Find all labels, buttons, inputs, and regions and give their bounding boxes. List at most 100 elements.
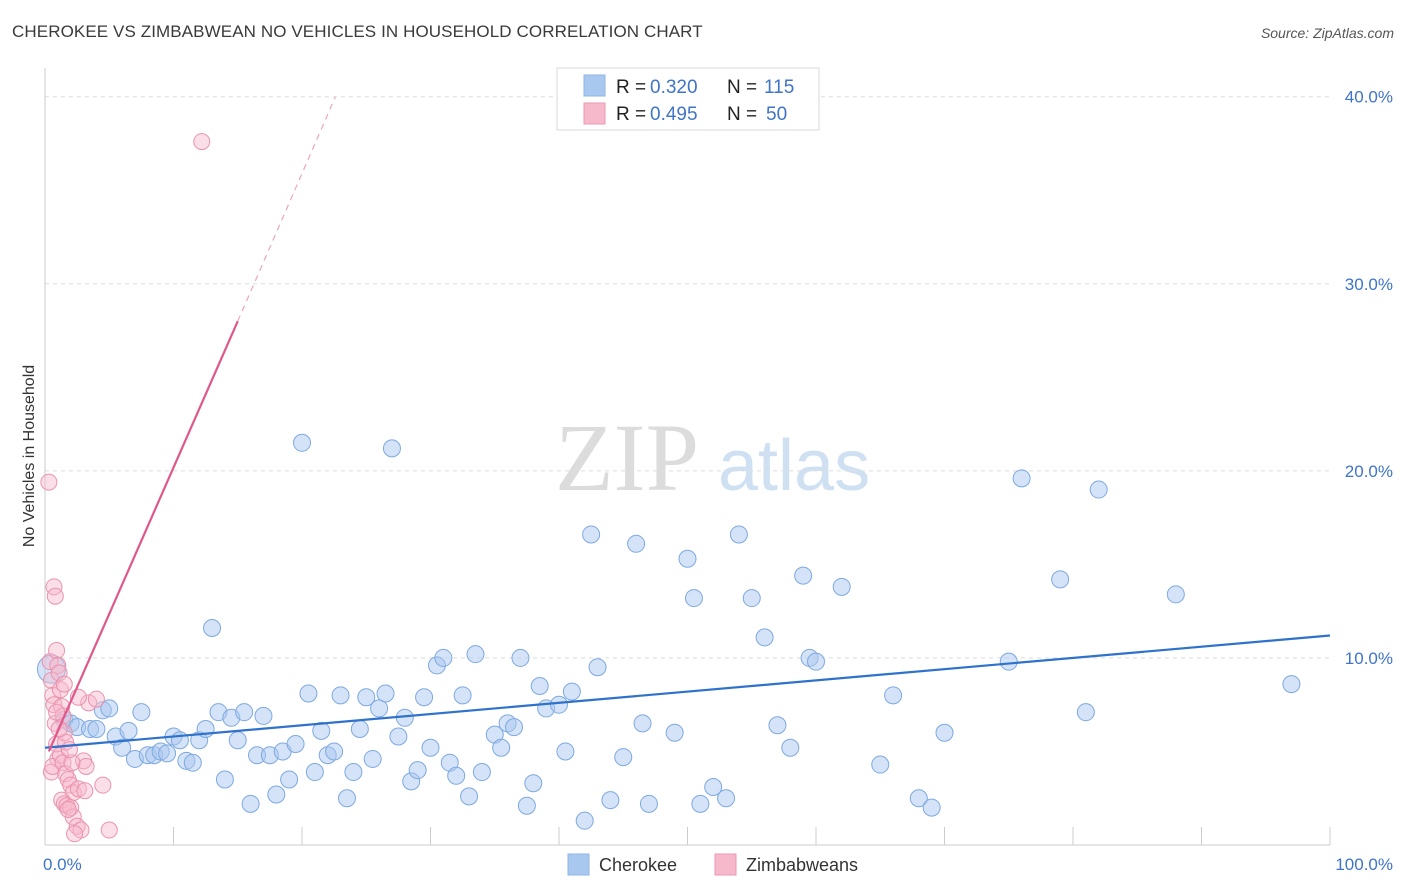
cherokee-point-109 — [1076, 703, 1095, 722]
cherokee-point-108 — [1051, 570, 1070, 589]
x-tick-label-1: 100.0% — [1335, 855, 1393, 874]
legend-r-label-1: R = — [616, 77, 646, 98]
legend-swatch-zimbabweans — [583, 102, 606, 125]
cherokee-point-97 — [794, 566, 813, 585]
zimbabweans-point-36 — [87, 690, 105, 708]
cherokee-point-95 — [768, 716, 787, 735]
cherokee-point-52 — [389, 727, 408, 746]
cherokee-point-112 — [1282, 675, 1301, 694]
cherokee-point-73 — [530, 676, 549, 695]
cherokee-point-62 — [453, 686, 472, 705]
watermark-atlas: atlas — [718, 426, 870, 506]
cherokee-point-10 — [119, 721, 138, 740]
zimbabweans-point-12 — [48, 641, 66, 659]
x-tick-labels: 0.0% 100.0% — [43, 855, 1393, 874]
legend-n-value-2: 50 — [766, 104, 787, 125]
cherokee-point-49 — [370, 699, 389, 718]
legend-swatch-cherokee — [583, 74, 606, 97]
zimbabweans-point-46 — [59, 800, 77, 818]
source-label: Source: ZipAtlas.com — [1260, 25, 1394, 41]
cherokee-point-39 — [305, 763, 324, 782]
cherokee-point-31 — [254, 706, 273, 725]
grid-lines — [45, 96, 1330, 659]
zimbabweans-point-0 — [40, 473, 58, 491]
legend-n-value-1: 115 — [764, 77, 794, 98]
cherokee-point-106 — [999, 652, 1018, 671]
cherokee-point-103 — [909, 789, 928, 808]
zimbabweans-point-39 — [69, 780, 87, 798]
cherokee-point-70 — [511, 648, 530, 667]
cherokee-point-107 — [1012, 469, 1031, 488]
legend-n-label-2: N = — [727, 104, 757, 125]
cherokee-points — [36, 433, 1301, 830]
cherokee-point-100 — [832, 577, 851, 596]
bottom-legend-swatch-cherokee — [567, 853, 590, 876]
cherokee-point-12 — [132, 703, 151, 722]
bottom-legend: Cherokee Zimbabweans — [567, 853, 858, 876]
y-tick-labels: 10.0% 20.0% 30.0% 40.0% — [1345, 88, 1393, 668]
cherokee-point-104 — [922, 798, 941, 817]
cherokee-point-90 — [704, 778, 723, 797]
cherokee-point-37 — [293, 433, 311, 452]
cherokee-point-43 — [331, 686, 350, 705]
zimbabweans-point-38 — [100, 821, 118, 839]
legend-r-value-1: 0.320 — [650, 77, 698, 98]
trend-lines — [44, 96, 1331, 752]
cherokee-point-47 — [357, 688, 376, 707]
cherokee-point-57 — [421, 738, 440, 757]
cherokee-point-33 — [267, 785, 286, 804]
cherokee-point-85 — [639, 794, 658, 813]
legend-n-label-1: N = — [727, 77, 757, 98]
zimbabweans-point-35 — [80, 694, 98, 712]
zimbabweans-point-34 — [77, 757, 95, 775]
cherokee-point-84 — [633, 714, 652, 733]
cherokee-point-94 — [755, 628, 774, 647]
legend-r-value-2: 0.495 — [650, 104, 698, 125]
zimbabweans-point-37 — [94, 776, 112, 794]
zimbabweans-point-45 — [66, 825, 84, 843]
cherokee-point-110 — [1089, 480, 1108, 499]
cherokee-point-92 — [729, 525, 748, 544]
cherokee-point-38 — [299, 684, 318, 703]
cherokee-point-5 — [87, 720, 106, 739]
cherokee-point-35 — [280, 770, 299, 789]
cherokee-point-59 — [434, 648, 453, 667]
cherokee-point-55 — [408, 761, 427, 780]
cherokee-point-28 — [235, 703, 254, 722]
y-tick-label-2: 30.0% — [1345, 275, 1393, 294]
cherokee-point-29 — [241, 794, 260, 813]
bottom-legend-zimbabweans: Zimbabweans — [746, 855, 858, 875]
cherokee-point-99 — [807, 652, 825, 671]
legend-r-label-2: R = — [616, 104, 646, 125]
cherokee-point-93 — [742, 589, 761, 608]
cherokee-point-51 — [382, 439, 401, 458]
cherokee-point-50 — [376, 684, 395, 703]
cherokee-point-42 — [325, 742, 344, 761]
cherokee-point-82 — [614, 748, 633, 767]
y-axis-label: No Vehicles in Household — [21, 365, 38, 547]
cherokee-point-65 — [472, 763, 491, 782]
watermark-zip: ZIP — [555, 404, 699, 511]
cherokee-point-79 — [582, 525, 601, 544]
cherokee-point-56 — [415, 688, 434, 707]
y-tick-label-1: 20.0% — [1345, 462, 1393, 481]
cherokee-point-45 — [344, 763, 363, 782]
legend: R = 0.320 N = 115 R = 0.495 N = 50 — [556, 67, 820, 131]
zimbabweans-point-47 — [76, 782, 94, 800]
cherokee-trend-line — [44, 634, 1331, 749]
chart-title: CHEROKEE VS ZIMBABWEAN NO VEHICLES IN HO… — [12, 22, 703, 41]
zimbabweans-point-43 — [48, 703, 66, 721]
cherokee-point-88 — [684, 589, 703, 608]
zimbabweans-point-40 — [63, 754, 81, 772]
bottom-legend-cherokee: Cherokee — [599, 855, 677, 875]
cherokee-point-46 — [350, 720, 369, 739]
cherokee-point-101 — [871, 755, 890, 774]
cherokee-point-96 — [781, 738, 800, 757]
cherokee-point-40 — [312, 721, 331, 740]
axes — [44, 68, 1331, 846]
cherokee-point-81 — [601, 791, 620, 810]
cherokee-point-87 — [678, 549, 697, 568]
cherokee-point-67 — [492, 738, 511, 757]
cherokee-point-83 — [627, 534, 646, 553]
cherokee-point-86 — [665, 723, 684, 742]
